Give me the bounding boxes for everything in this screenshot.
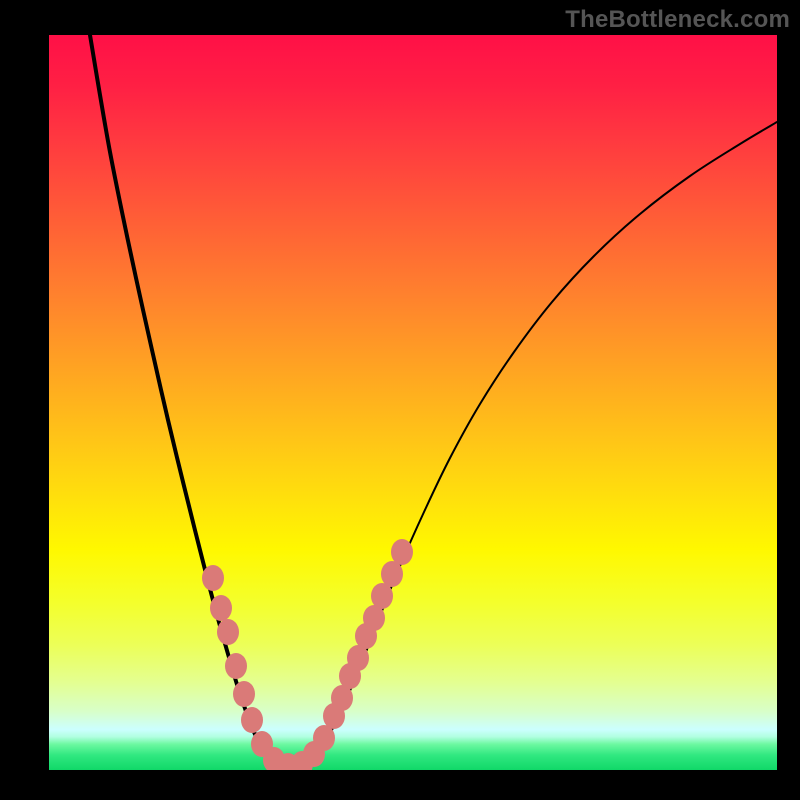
chart-svg bbox=[0, 0, 800, 800]
highlight-dot bbox=[391, 539, 413, 565]
highlight-dot bbox=[225, 653, 247, 679]
highlight-dot bbox=[371, 583, 393, 609]
highlight-dot bbox=[210, 595, 232, 621]
highlight-dot bbox=[233, 681, 255, 707]
chart-container: { "watermark": "TheBottleneck.com", "cha… bbox=[0, 0, 800, 800]
highlight-dot bbox=[217, 619, 239, 645]
highlight-dot bbox=[313, 725, 335, 751]
highlight-dot bbox=[202, 565, 224, 591]
highlight-dot bbox=[381, 561, 403, 587]
watermark-text: TheBottleneck.com bbox=[565, 6, 790, 34]
highlight-dot bbox=[241, 707, 263, 733]
plot-background bbox=[49, 35, 777, 770]
